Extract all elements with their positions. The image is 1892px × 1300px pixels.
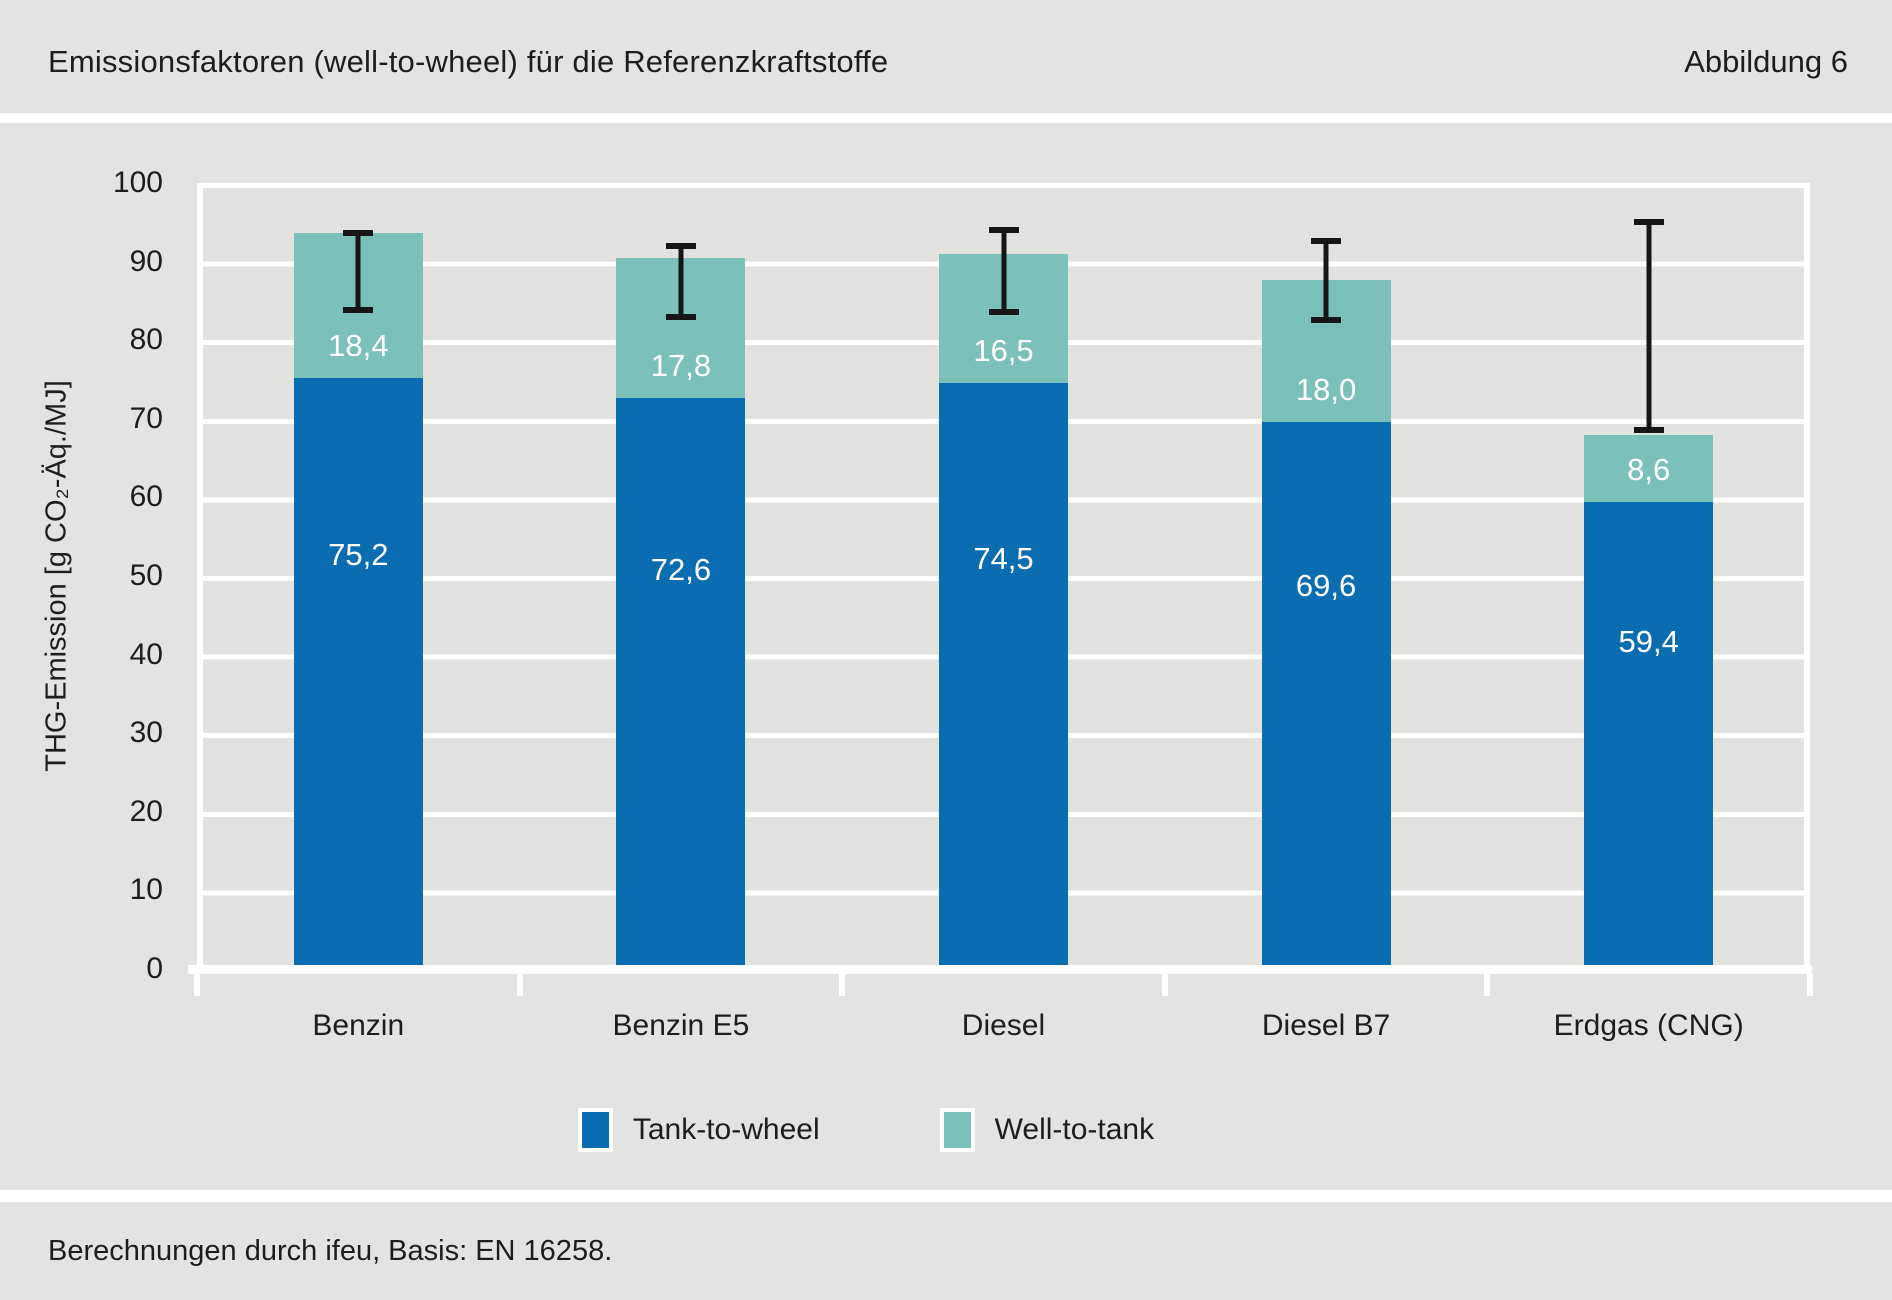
error-bar-cap-bottom [343, 306, 374, 313]
category-label-benzin-e5: Benzin E5 [612, 1009, 750, 1042]
bar-segment-tank-to-wheel: 59,4 [1584, 502, 1714, 969]
source-note: Berechnungen durch ifeu, Basis: EN 16258… [48, 1234, 613, 1267]
legend: Tank-to-wheel Well-to-tank [0, 1108, 1892, 1152]
error-bar-cap-top [665, 242, 696, 249]
bar-value-label-well-to-tank: 18,4 [328, 327, 389, 363]
error-bar-cap-top [343, 230, 374, 237]
error-bar-stem [1323, 238, 1329, 323]
figure-header: Emissionsfaktoren (well-to-wheel) für di… [0, 0, 1892, 113]
plot-area: 18,4 75,2 17,8 72,6 16,5 74,5 18,0 69,6 8,6 59,4 [197, 183, 1810, 969]
error-bar-stem [1646, 219, 1652, 433]
x-axis-tick [1807, 974, 1813, 996]
bar-value-label-tank-to-wheel: 74,5 [973, 541, 1034, 577]
bar-segment-tank-to-wheel: 72,6 [616, 398, 746, 969]
bar-benzin: 18,4 75,2 [293, 233, 423, 969]
error-bar-stem [678, 242, 684, 320]
y-tick-label-0: 0 [146, 952, 163, 985]
error-bar-cap-bottom [665, 313, 696, 320]
bar-value-label-well-to-tank: 17,8 [650, 348, 712, 384]
header-divider [0, 113, 1892, 123]
category-label-diesel: Diesel [961, 1009, 1046, 1042]
y-tick-label-20: 20 [129, 794, 163, 828]
bar-value-label-tank-to-wheel: 59,4 [1618, 624, 1679, 660]
y-tick-label-100: 100 [112, 166, 163, 199]
error-bar-cap-bottom [1311, 316, 1342, 323]
category-label-diesel-b7: Diesel B7 [1261, 1009, 1391, 1042]
legend-swatch-well-to-tank [939, 1108, 975, 1152]
bar-segment-tank-to-wheel: 74,5 [939, 383, 1068, 969]
error-bar-cap-top [1311, 238, 1342, 245]
x-axis-line [188, 965, 1812, 974]
error-bar-diesel-b7 [1311, 238, 1342, 323]
y-tick-label-60: 60 [129, 480, 163, 514]
page-title: Emissionsfaktoren (well-to-wheel) für di… [48, 43, 889, 79]
footer-divider [0, 1190, 1892, 1202]
error-bar-cap-top [988, 227, 1019, 234]
bar-value-label-tank-to-wheel: 69,6 [1295, 568, 1357, 604]
y-tick-label-30: 30 [129, 716, 163, 750]
bar-diesel-b7: 18,0 69,6 [1261, 280, 1391, 969]
legend-item-well-to-tank: Well-to-tank [939, 1108, 1155, 1152]
plot-inner: 18,4 75,2 17,8 72,6 16,5 74,5 18,0 69,6 8,6 59,4 [203, 183, 1804, 969]
x-axis-tick [516, 974, 523, 996]
category-label-erdgas-cng: Erdgas (CNG) [1553, 1009, 1744, 1042]
chart-area: THG-Emission [g CO₂-Äq./MJ] 0 10 20 30 40 50 6… [0, 123, 1892, 1190]
legend-item-tank-to-wheel: Tank-to-wheel [577, 1108, 820, 1152]
y-tick-label-70: 70 [129, 401, 163, 435]
legend-label: Well-to-tank [994, 1113, 1155, 1146]
x-axis-tick [194, 974, 200, 996]
error-bar-stem [355, 230, 361, 313]
legend-swatch-tank-to-wheel [577, 1108, 613, 1152]
error-bar-erdgas-cng [1633, 219, 1664, 433]
bar-value-label-tank-to-wheel: 75,2 [328, 537, 389, 573]
figure-number-label: Abbildung 6 [1684, 43, 1848, 79]
error-bar-benzin-e5 [665, 242, 696, 320]
bar-erdgas-cng: 8,6 59,4 [1584, 434, 1714, 969]
error-bar-cap-top [1633, 219, 1664, 226]
y-tick-label-80: 80 [129, 323, 163, 357]
bar-value-label-tank-to-wheel: 72,6 [650, 551, 712, 587]
error-bar-cap-bottom [1633, 426, 1664, 433]
x-axis-tick [1484, 974, 1491, 996]
legend-label: Tank-to-wheel [632, 1113, 820, 1146]
y-tick-label-90: 90 [129, 244, 163, 278]
error-bar-diesel [988, 227, 1019, 316]
bar-value-label-well-to-tank: 8,6 [1627, 452, 1671, 488]
category-label-benzin: Benzin [312, 1009, 405, 1042]
error-bar-benzin [343, 230, 374, 313]
y-tick-label-40: 40 [129, 637, 163, 671]
x-axis-tick [839, 974, 846, 996]
bar-segment-tank-to-wheel: 69,6 [1261, 421, 1391, 969]
bar-value-label-well-to-tank: 16,5 [973, 333, 1034, 369]
bar-segment-tank-to-wheel: 75,2 [293, 377, 423, 969]
y-tick-label-50: 50 [129, 559, 163, 592]
x-axis-tick [1161, 974, 1168, 996]
bar-diesel: 16,5 74,5 [939, 253, 1068, 969]
error-bar-stem [1001, 227, 1006, 316]
bar-benzin-e5: 17,8 72,6 [616, 258, 746, 969]
error-bar-cap-bottom [988, 309, 1019, 316]
bar-value-label-well-to-tank: 18,0 [1295, 371, 1357, 407]
figure-footer: Berechnungen durch ifeu, Basis: EN 16258… [0, 1202, 1892, 1300]
y-tick-label-10: 10 [129, 873, 163, 907]
bar-segment-well-to-tank: 8,6 [1584, 434, 1714, 503]
